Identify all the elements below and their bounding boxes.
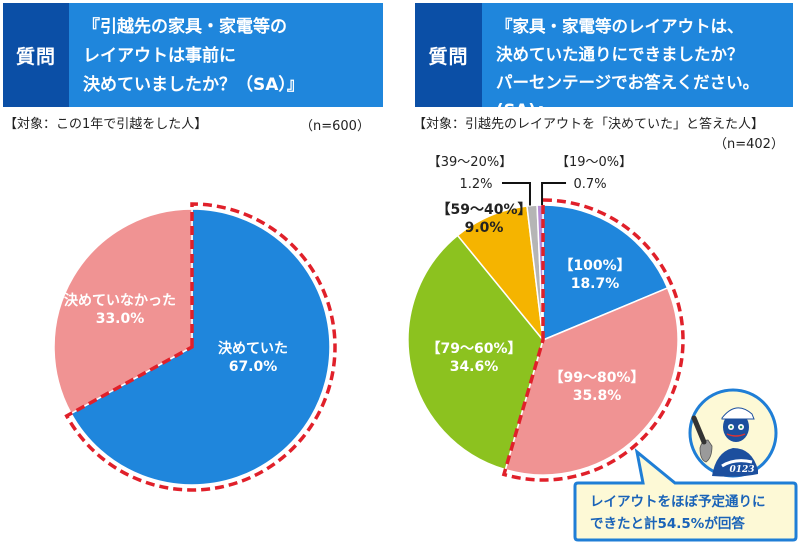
- slice-value-39-20: 1.2%: [459, 177, 492, 192]
- right-target-label: 【対象：引越先のレイアウトを「決めていた」と答えた人】: [413, 117, 765, 132]
- right-sample-size: （n=402）: [714, 137, 784, 152]
- right-question-header: 質問 『家具・家電等のレイアウトは、 決めていた通りにできましたか？ パーセンテ…: [415, 3, 793, 120]
- leader-line-39-20: [501, 182, 531, 206]
- slice-label-decided: 決めていた: [218, 340, 288, 357]
- left-question-tag: 質問: [3, 3, 69, 107]
- right-question-tag: 質問: [415, 3, 482, 107]
- slice-value-not-decided: 33.0%: [96, 311, 145, 327]
- slice-value-79-60: 34.6%: [450, 359, 499, 375]
- right-pie-chart: 【100%】 18.7% 【99～80%】 35.8% 【79～60%】 34.6% 【59…: [407, 155, 685, 482]
- pie-slice-100: [542, 204, 669, 342]
- right-question-text: 『家具・家電等のレイアウトは、 決めていた通りにできましたか？ パーセンテージで…: [482, 3, 793, 120]
- pie-slice-decided: [70, 208, 331, 486]
- highlight-outline: [64, 202, 337, 492]
- leader-line-19-0: [541, 182, 567, 206]
- mascot-number: 0123: [729, 465, 754, 475]
- slice-value-100: 18.7%: [571, 276, 620, 292]
- slice-value-59-40: 9.0%: [465, 220, 504, 236]
- pie-slice-not-decided: [53, 208, 193, 415]
- slice-label-59-40: 【59～40%】: [437, 202, 532, 218]
- mascot-illustration: 0123: [688, 388, 778, 478]
- pie-slice-79-60: [407, 234, 544, 471]
- left-target-label: 【対象：この1年で引越をした人】: [4, 117, 208, 132]
- callout-bubble: レイアウトをほぼ予定通りに できたと計54.5%が回答: [573, 448, 798, 542]
- slice-label-not-decided: 決めていなかった: [64, 292, 176, 309]
- left-sample-size: （n=600）: [300, 119, 370, 134]
- callout-line-2: できたと計54.5%が回答: [590, 515, 745, 532]
- slice-label-39-20: 【39～20%】: [428, 155, 512, 170]
- slice-value-decided: 67.0%: [229, 359, 278, 375]
- left-pie-chart: 決めていた 67.0% 決めていなかった 33.0%: [53, 202, 337, 492]
- left-question-text: 『引越先の家具・家電等の レイアウトは事前に 決めていましたか？（SA）』: [69, 3, 383, 107]
- slice-label-79-60: 【79～60%】: [427, 341, 522, 357]
- callout-line-1: レイアウトをほぼ予定通りに: [590, 493, 766, 510]
- left-question-header: 質問 『引越先の家具・家電等の レイアウトは事前に 決めていましたか？（SA）』: [3, 3, 383, 107]
- slice-label-100: 【100%】: [559, 258, 630, 274]
- slice-value-99-80: 35.8%: [573, 388, 622, 404]
- slice-label-19-0: 【19～0%】: [556, 155, 632, 170]
- slice-label-99-80: 【99～80%】: [550, 370, 645, 386]
- slice-value-19-0: 0.7%: [574, 177, 607, 192]
- mascot-figure: 0123: [691, 407, 758, 477]
- callout-shape: [573, 448, 798, 542]
- pie-slice-99-80: [504, 286, 679, 476]
- highlight-outline: [501, 198, 685, 482]
